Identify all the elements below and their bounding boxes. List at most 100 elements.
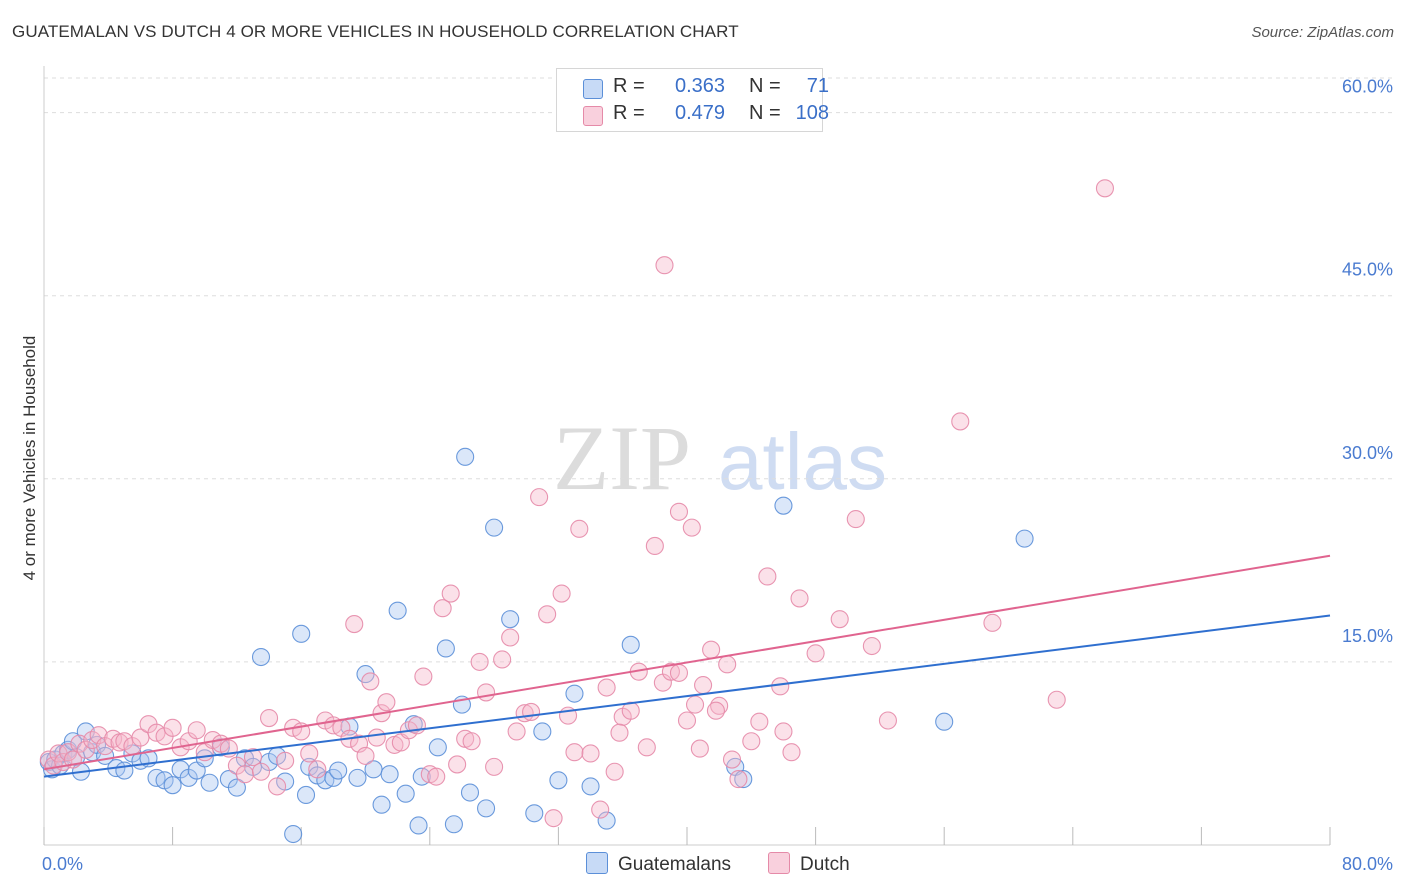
data-point-guatemalans <box>501 610 520 629</box>
data-point-guatemalans <box>251 647 271 667</box>
watermark: ZIP atlas <box>553 407 887 509</box>
data-point-dutch <box>507 722 526 741</box>
data-point-dutch <box>163 718 182 737</box>
legend-n-value: 71 <box>806 75 829 97</box>
data-point-dutch <box>522 702 541 722</box>
data-point-dutch <box>983 613 1002 632</box>
legend-swatch-blue <box>583 79 603 99</box>
data-point-guatemalans <box>200 773 219 792</box>
series-guatemalans <box>39 447 1034 844</box>
data-point-dutch <box>790 589 809 608</box>
data-point-dutch <box>951 412 970 431</box>
legend: R = 0.363 N = 71 R = 0.479 N = 108 <box>556 68 829 132</box>
data-point-dutch <box>878 711 897 730</box>
data-point-guatemalans <box>292 624 311 643</box>
data-point-dutch <box>702 640 721 659</box>
data-point-dutch <box>243 748 263 767</box>
data-point-guatemalans <box>533 722 552 741</box>
y-tick-label: 45.0% <box>1342 260 1393 280</box>
data-point-guatemalans <box>460 783 480 802</box>
data-point-dutch <box>356 746 375 765</box>
data-point-dutch <box>345 615 364 634</box>
data-point-dutch <box>806 644 825 663</box>
chart-source: Source: ZipAtlas.com <box>1251 24 1394 41</box>
data-point-guatemalans <box>444 815 463 834</box>
data-point-dutch <box>750 712 769 731</box>
data-point-dutch <box>300 744 319 763</box>
data-point-dutch <box>694 676 713 695</box>
data-point-dutch <box>361 672 380 691</box>
data-point-guatemalans <box>485 518 504 537</box>
data-point-dutch <box>544 809 563 828</box>
data-point-dutch <box>862 636 881 656</box>
data-point-dutch <box>846 510 865 529</box>
data-point-dutch <box>581 744 600 763</box>
y-tick-label: 60.0% <box>1342 77 1393 97</box>
y-tick-label: 30.0% <box>1342 443 1393 463</box>
data-point-guatemalans <box>115 761 134 780</box>
data-point-dutch <box>276 751 295 770</box>
legend-r-value: 0.479 <box>675 102 726 124</box>
trend-line-guatemalans <box>43 614 1331 778</box>
data-point-guatemalans <box>1015 529 1034 548</box>
data-point-dutch <box>729 770 748 789</box>
data-point-dutch <box>655 256 674 275</box>
data-point-dutch <box>1047 690 1066 709</box>
data-point-guatemalans <box>284 824 303 844</box>
watermark-zip: ZIP <box>553 407 691 509</box>
data-point-dutch <box>427 767 446 786</box>
x-tick-label: 80.0% <box>1342 854 1393 874</box>
data-point-dutch <box>552 584 571 603</box>
data-point-dutch <box>758 567 777 586</box>
data-point-dutch <box>706 701 725 720</box>
tick-labels: 15.0% 30.0% 45.0% 60.0% 0.0% 80.0% <box>42 77 1393 874</box>
bottom-legend-label: Dutch <box>800 854 850 875</box>
data-point-dutch <box>89 726 108 745</box>
legend-n-label: N = <box>749 75 781 97</box>
data-point-guatemalans <box>565 684 584 703</box>
data-point-dutch <box>610 723 629 742</box>
data-point-dutch <box>742 732 761 751</box>
data-point-guatemalans <box>456 447 475 466</box>
data-point-guatemalans <box>525 804 544 823</box>
data-point-guatemalans <box>163 776 182 795</box>
data-point-guatemalans <box>388 601 407 620</box>
data-point-dutch <box>1095 179 1114 198</box>
data-point-dutch <box>462 732 481 751</box>
legend-n-value: 108 <box>795 102 829 124</box>
data-point-guatemalans <box>734 770 753 789</box>
data-point-dutch <box>308 760 327 779</box>
data-point-dutch <box>187 721 206 740</box>
data-point-dutch <box>448 755 467 774</box>
data-point-guatemalans <box>549 771 568 790</box>
data-point-guatemalans <box>329 761 348 780</box>
data-point-dutch <box>830 610 849 629</box>
data-point-dutch <box>677 711 697 730</box>
data-point-dutch <box>414 667 433 686</box>
legend-n-label: N = <box>749 102 781 124</box>
data-point-dutch <box>718 655 737 674</box>
data-point-guatemalans <box>409 816 428 835</box>
data-point-guatemalans <box>227 778 246 797</box>
data-point-dutch <box>441 584 460 603</box>
data-point-dutch <box>433 599 452 618</box>
x-tick-label: 0.0% <box>42 854 83 874</box>
data-point-dutch <box>685 695 705 714</box>
trend-lines <box>43 554 1331 778</box>
data-point-guatemalans <box>372 795 391 814</box>
data-point-guatemalans <box>396 784 415 803</box>
data-point-dutch <box>591 800 610 819</box>
data-point-dutch <box>682 518 701 537</box>
data-point-dutch <box>493 650 512 669</box>
data-point-dutch <box>782 743 801 762</box>
data-point-guatemalans <box>621 635 640 654</box>
trend-line-dutch <box>43 554 1331 771</box>
data-point-dutch <box>470 652 489 671</box>
data-point-dutch <box>251 762 271 781</box>
data-point-guatemalans <box>774 496 793 515</box>
data-point-guatemalans <box>477 799 496 818</box>
data-point-dutch <box>268 777 287 796</box>
data-point-dutch <box>485 757 504 776</box>
bottom-legend-label: Guatemalans <box>618 854 732 875</box>
data-point-dutch <box>76 740 95 759</box>
